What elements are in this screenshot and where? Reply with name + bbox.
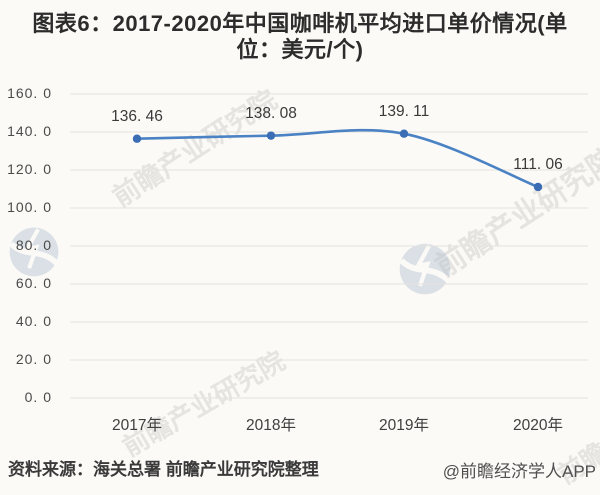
chart-title-line1: 图表6：2017-2020年中国咖啡机平均进口单价情况(单 xyxy=(32,11,568,36)
ytick-label: 20. 0 xyxy=(15,351,52,367)
ytick-label: 60. 0 xyxy=(15,275,52,291)
ytick-label: 100. 0 xyxy=(7,199,52,215)
ytick-label: 40. 0 xyxy=(15,313,52,329)
chart-title: 图表6：2017-2020年中国咖啡机平均进口单价情况(单 位：美元/个) xyxy=(0,11,600,63)
data-point-label: 111. 06 xyxy=(513,155,563,173)
trend-line xyxy=(135,128,540,189)
watermark-text: 前瞻产业研究院 xyxy=(117,345,291,463)
data-point-marker xyxy=(399,129,409,138)
data-point-marker xyxy=(266,131,276,140)
xtick-label: 2018年 xyxy=(246,417,296,434)
data-point-label: 139. 11 xyxy=(378,102,430,120)
source-note: 资料来源：海关总署 前瞻产业研究院整理 xyxy=(8,460,319,479)
ytick-label: 140. 0 xyxy=(7,123,52,139)
qianzhan-logo-watermark-icon xyxy=(9,227,59,277)
watermark-text: 前瞻产业研究院 xyxy=(107,84,283,213)
data-point-label: 136. 46 xyxy=(111,107,163,125)
app-credit: @前瞻经济学人APP xyxy=(442,462,596,481)
ytick-label: 160. 0 xyxy=(7,85,52,101)
qianzhan-logo-watermark-icon xyxy=(399,243,451,295)
data-point-marker xyxy=(132,134,142,143)
ytick-label: 80. 0 xyxy=(15,237,52,253)
xtick-label: 2020年 xyxy=(513,417,563,434)
data-point-label: 138. 08 xyxy=(245,104,297,122)
data-point-marker xyxy=(533,182,543,192)
ytick-label: 120. 0 xyxy=(7,161,52,177)
xtick-label: 2017年 xyxy=(112,417,162,434)
xtick-label: 2019年 xyxy=(379,417,429,434)
chart-title-line2: 位：美元/个) xyxy=(236,37,364,62)
ytick-label: 0. 0 xyxy=(24,389,52,405)
